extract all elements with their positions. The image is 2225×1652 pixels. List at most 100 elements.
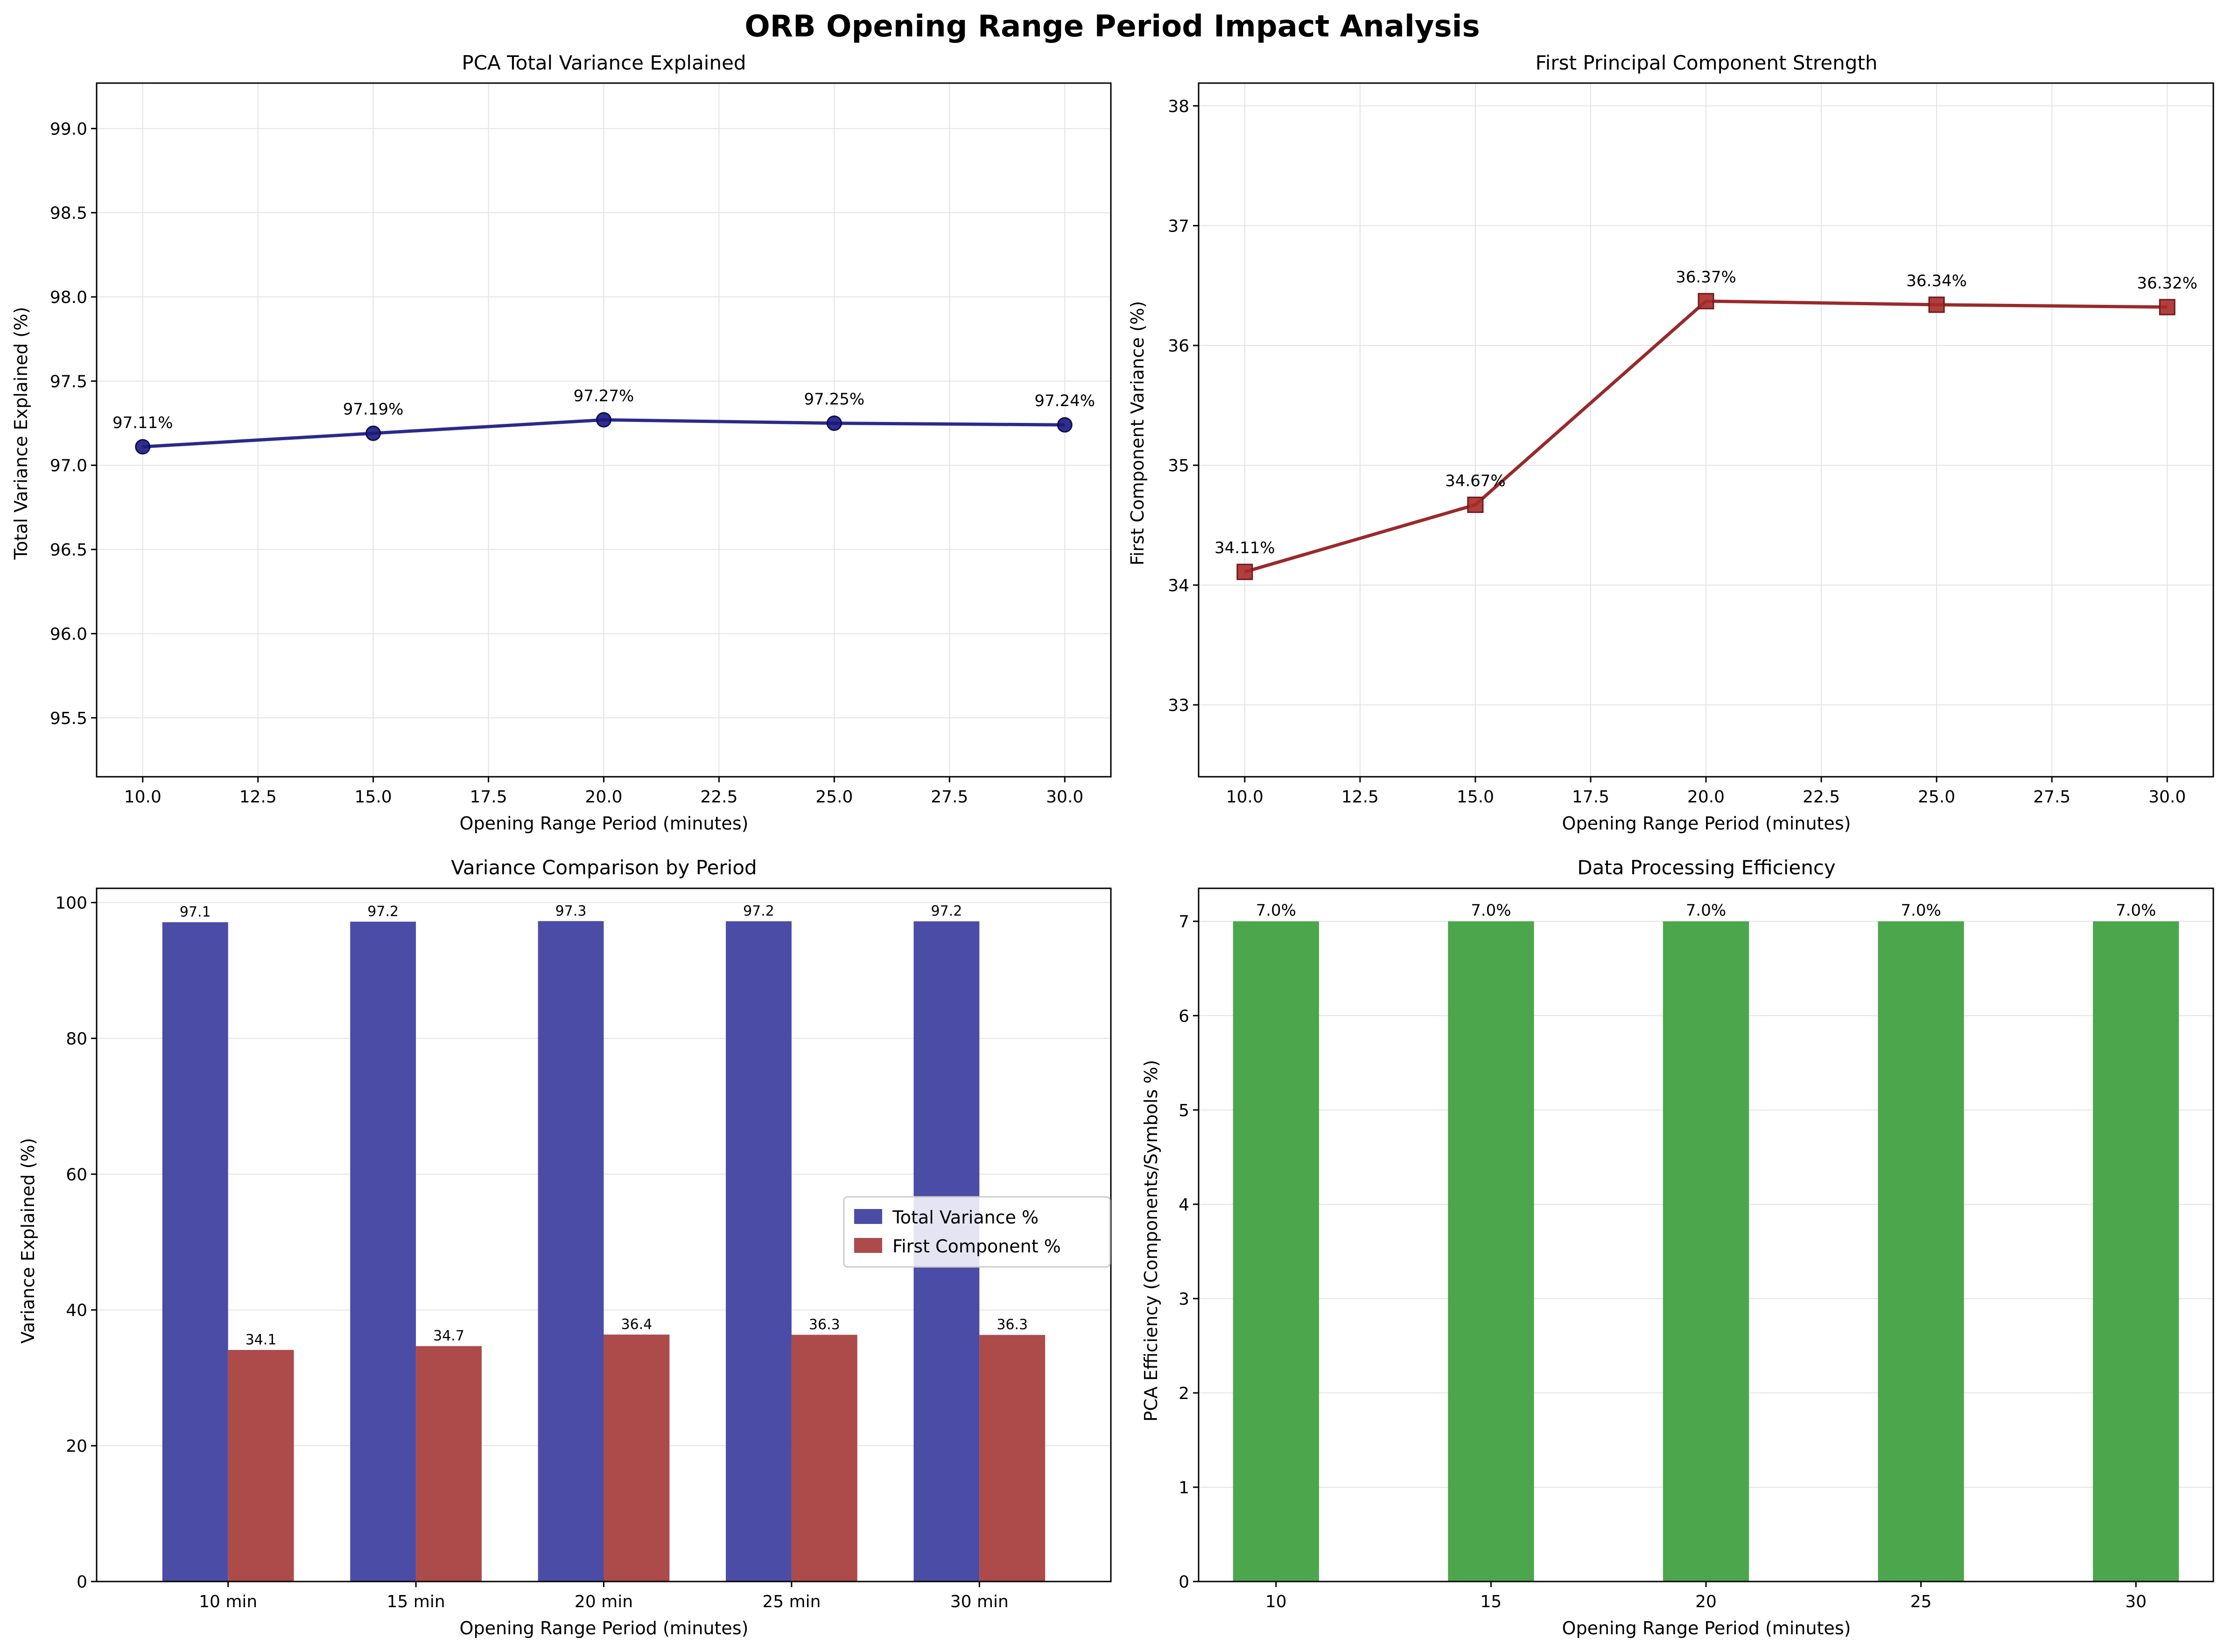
- data-point: [1928, 296, 1945, 313]
- bar-total-variance: [538, 921, 604, 1582]
- data-label: 34.11%: [1214, 539, 1275, 557]
- y-tick-label: 100: [55, 894, 87, 913]
- y-tick-label: 98.5: [50, 204, 87, 223]
- legend-label-first: First Component %: [892, 1236, 1061, 1257]
- data-label: 97.27%: [574, 387, 634, 405]
- x-tick-label: 20: [1695, 1592, 1717, 1611]
- x-tick-label: 20.0: [585, 787, 622, 807]
- y-axis-label: Variance Explained (%): [18, 1138, 38, 1344]
- bar-value-label: 97.3: [555, 903, 587, 919]
- data-label: 97.19%: [343, 400, 404, 419]
- bar-total-variance: [350, 921, 416, 1582]
- panel-title: First Principal Component Strength: [1536, 51, 1878, 74]
- bar-efficiency: [1233, 921, 1319, 1582]
- bar-value-label: 7.0%: [1471, 901, 1511, 920]
- x-tick-label: 12.5: [1341, 787, 1379, 807]
- x-tick-label: 27.5: [2033, 787, 2071, 807]
- x-tick-label: 27.5: [931, 787, 968, 807]
- data-point: [596, 412, 611, 428]
- bar-first-component: [604, 1335, 670, 1582]
- x-tick-label: 10.0: [1226, 787, 1263, 807]
- panel-processing-efficiency: Data Processing Efficiency Opening Range…: [1141, 856, 2214, 1638]
- bar-efficiency: [1663, 921, 1749, 1582]
- y-tick-label: 7: [1179, 913, 1189, 932]
- bar-first-component: [979, 1335, 1046, 1582]
- legend-swatch-first: [854, 1238, 882, 1253]
- bar-value-label: 97.1: [180, 904, 211, 921]
- data-point: [1698, 293, 1714, 309]
- x-tick-label: 25.0: [1918, 787, 1955, 807]
- x-tick-label: 30 min: [950, 1592, 1009, 1611]
- y-tick-label: 34: [1168, 576, 1189, 595]
- data-label: 36.37%: [1676, 268, 1736, 287]
- bar-total-variance: [162, 922, 228, 1582]
- data-point: [1467, 496, 1484, 513]
- bar-value-label: 34.7: [433, 1328, 464, 1344]
- bar-value-label: 36.3: [997, 1317, 1028, 1333]
- x-axis-label: Opening Range Period (minutes): [1562, 1618, 1851, 1638]
- y-tick-label: 99.0: [50, 120, 87, 139]
- y-tick-label: 96.5: [50, 541, 87, 560]
- legend-frame: [843, 1196, 1111, 1268]
- plot-frame: [1198, 887, 2214, 1582]
- y-tick-label: 6: [1179, 1007, 1189, 1026]
- bar-value-label: 97.2: [367, 903, 399, 920]
- data-point: [1236, 563, 1253, 580]
- y-tick-label: 97.5: [50, 372, 87, 391]
- x-axis-label: Opening Range Period (minutes): [460, 813, 749, 834]
- x-tick-label: 15: [1481, 1592, 1502, 1611]
- x-tick-label: 25 min: [762, 1592, 821, 1611]
- bar-efficiency: [2093, 921, 2179, 1582]
- y-tick-label: 80: [66, 1029, 87, 1048]
- legend-label-total: Total Variance %: [892, 1207, 1039, 1228]
- x-tick-label: 30.0: [1046, 787, 1083, 807]
- x-tick-label: 17.5: [1572, 787, 1609, 807]
- bar-efficiency: [1448, 921, 1534, 1582]
- y-tick-label: 98.0: [50, 288, 87, 307]
- y-tick-label: 60: [66, 1165, 87, 1184]
- x-axis-label: Opening Range Period (minutes): [460, 1618, 749, 1638]
- bar-first-component: [228, 1350, 294, 1582]
- bar-total-variance: [726, 921, 792, 1582]
- panel-first-component: First Principal Component Strength Openi…: [1127, 51, 2214, 834]
- data-point: [2159, 299, 2176, 316]
- x-tick-label: 22.5: [700, 787, 737, 807]
- bar-first-component: [791, 1335, 857, 1582]
- y-tick-label: 5: [1179, 1101, 1189, 1120]
- x-tick-label: 30: [2125, 1592, 2147, 1611]
- panel-title: Data Processing Efficiency: [1577, 856, 1836, 879]
- legend-swatch-total: [854, 1209, 882, 1224]
- bar-value-label: 7.0%: [1256, 901, 1296, 920]
- x-tick-label: 17.5: [470, 787, 507, 807]
- x-tick-label: 30.0: [2148, 787, 2186, 807]
- y-tick-label: 4: [1179, 1195, 1189, 1215]
- y-tick-label: 33: [1168, 696, 1189, 715]
- y-tick-label: 97.0: [50, 457, 87, 476]
- x-axis-label: Opening Range Period (minutes): [1562, 813, 1851, 834]
- panel-variance-comparison: Variance Comparison by Period Opening Ra…: [18, 856, 1112, 1638]
- x-tick-label: 25: [1910, 1592, 1932, 1611]
- bar-value-label: 7.0%: [1901, 901, 1941, 920]
- data-label: 97.24%: [1034, 392, 1095, 410]
- y-axis-label: Total Variance Explained (%): [11, 307, 31, 560]
- y-tick-label: 37: [1168, 217, 1189, 236]
- y-tick-label: 0: [1179, 1573, 1189, 1592]
- data-label: 34.67%: [1445, 471, 1506, 490]
- data-point: [365, 425, 381, 441]
- x-tick-label: 12.5: [239, 787, 277, 807]
- bar-value-label: 7.0%: [1686, 901, 1726, 920]
- data-point: [1057, 417, 1073, 433]
- panel-title: PCA Total Variance Explained: [462, 51, 746, 74]
- bar-value-label: 97.2: [931, 903, 962, 920]
- bar-efficiency: [1878, 921, 1964, 1582]
- bar-value-label: 97.2: [743, 903, 774, 920]
- y-tick-label: 40: [66, 1301, 87, 1320]
- bar-first-component: [416, 1346, 482, 1582]
- x-tick-label: 15.0: [1457, 787, 1494, 807]
- x-tick-label: 22.5: [1803, 787, 1840, 807]
- bar-value-label: 36.3: [809, 1316, 840, 1333]
- y-tick-label: 36: [1168, 337, 1189, 356]
- x-tick-label: 15 min: [387, 1592, 445, 1611]
- legend: Total Variance % First Component %: [843, 1196, 1111, 1268]
